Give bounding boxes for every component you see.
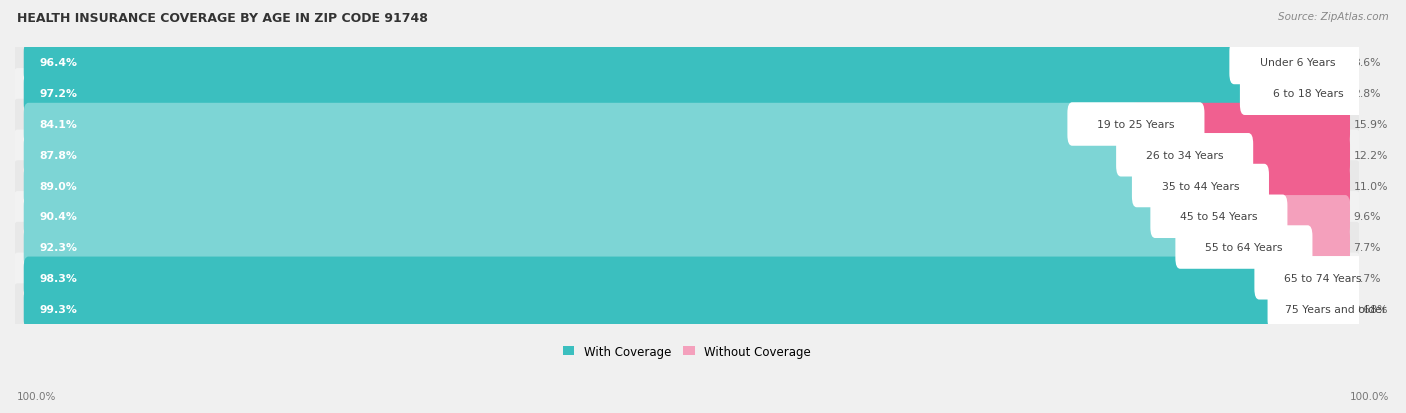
FancyBboxPatch shape [1132, 164, 1270, 208]
FancyBboxPatch shape [13, 192, 1361, 242]
FancyBboxPatch shape [1239, 226, 1350, 268]
Legend: With Coverage, Without Coverage: With Coverage, Without Coverage [558, 340, 815, 363]
Text: 45 to 54 Years: 45 to 54 Years [1180, 212, 1257, 222]
Text: 3.6%: 3.6% [1354, 58, 1381, 68]
Text: 9.6%: 9.6% [1354, 212, 1381, 222]
FancyBboxPatch shape [24, 257, 1327, 299]
Text: 84.1%: 84.1% [39, 120, 77, 130]
FancyBboxPatch shape [24, 196, 1223, 238]
Text: 11.0%: 11.0% [1354, 181, 1388, 191]
Text: 75 Years and older: 75 Years and older [1285, 304, 1386, 314]
Text: 96.4%: 96.4% [39, 58, 77, 68]
Text: Source: ZipAtlas.com: Source: ZipAtlas.com [1278, 12, 1389, 22]
FancyBboxPatch shape [1303, 73, 1350, 115]
Text: 100.0%: 100.0% [1350, 391, 1389, 401]
FancyBboxPatch shape [1240, 72, 1376, 116]
FancyBboxPatch shape [1319, 257, 1350, 299]
FancyBboxPatch shape [1195, 165, 1350, 207]
FancyBboxPatch shape [1268, 287, 1405, 330]
Text: 0.68%: 0.68% [1353, 304, 1388, 314]
FancyBboxPatch shape [24, 165, 1205, 207]
Text: 92.3%: 92.3% [39, 242, 77, 252]
FancyBboxPatch shape [24, 134, 1189, 176]
FancyBboxPatch shape [1229, 42, 1367, 85]
FancyBboxPatch shape [1175, 226, 1312, 269]
FancyBboxPatch shape [24, 104, 1140, 146]
FancyBboxPatch shape [1294, 42, 1350, 85]
FancyBboxPatch shape [13, 161, 1361, 211]
Text: 87.8%: 87.8% [39, 150, 77, 160]
FancyBboxPatch shape [24, 42, 1302, 85]
FancyBboxPatch shape [13, 38, 1361, 88]
FancyBboxPatch shape [1215, 196, 1350, 238]
FancyBboxPatch shape [1150, 195, 1288, 238]
FancyBboxPatch shape [1067, 103, 1205, 146]
Text: Under 6 Years: Under 6 Years [1260, 58, 1336, 68]
Text: 89.0%: 89.0% [39, 181, 77, 191]
Text: 100.0%: 100.0% [17, 391, 56, 401]
FancyBboxPatch shape [13, 284, 1361, 334]
FancyBboxPatch shape [13, 222, 1361, 273]
Text: 19 to 25 Years: 19 to 25 Years [1097, 120, 1174, 130]
FancyBboxPatch shape [1116, 134, 1253, 177]
FancyBboxPatch shape [1254, 256, 1392, 300]
FancyBboxPatch shape [13, 69, 1361, 119]
Text: 12.2%: 12.2% [1354, 150, 1388, 160]
Text: 1.7%: 1.7% [1354, 273, 1381, 283]
Text: 35 to 44 Years: 35 to 44 Years [1161, 181, 1239, 191]
Text: 65 to 74 Years: 65 to 74 Years [1284, 273, 1361, 283]
FancyBboxPatch shape [13, 253, 1361, 303]
FancyBboxPatch shape [13, 130, 1361, 180]
Text: HEALTH INSURANCE COVERAGE BY AGE IN ZIP CODE 91748: HEALTH INSURANCE COVERAGE BY AGE IN ZIP … [17, 12, 427, 25]
FancyBboxPatch shape [1331, 287, 1350, 330]
FancyBboxPatch shape [1132, 104, 1350, 146]
Text: 97.2%: 97.2% [39, 89, 77, 99]
FancyBboxPatch shape [24, 73, 1313, 115]
Text: 55 to 64 Years: 55 to 64 Years [1205, 242, 1282, 252]
Text: 26 to 34 Years: 26 to 34 Years [1146, 150, 1223, 160]
Text: 15.9%: 15.9% [1354, 120, 1388, 130]
FancyBboxPatch shape [13, 100, 1361, 150]
FancyBboxPatch shape [24, 226, 1249, 268]
Text: 2.8%: 2.8% [1354, 89, 1381, 99]
Text: 7.7%: 7.7% [1354, 242, 1381, 252]
Text: 99.3%: 99.3% [39, 304, 77, 314]
FancyBboxPatch shape [1180, 134, 1350, 176]
FancyBboxPatch shape [24, 287, 1341, 330]
Text: 98.3%: 98.3% [39, 273, 77, 283]
Text: 6 to 18 Years: 6 to 18 Years [1272, 89, 1344, 99]
Text: 90.4%: 90.4% [39, 212, 77, 222]
